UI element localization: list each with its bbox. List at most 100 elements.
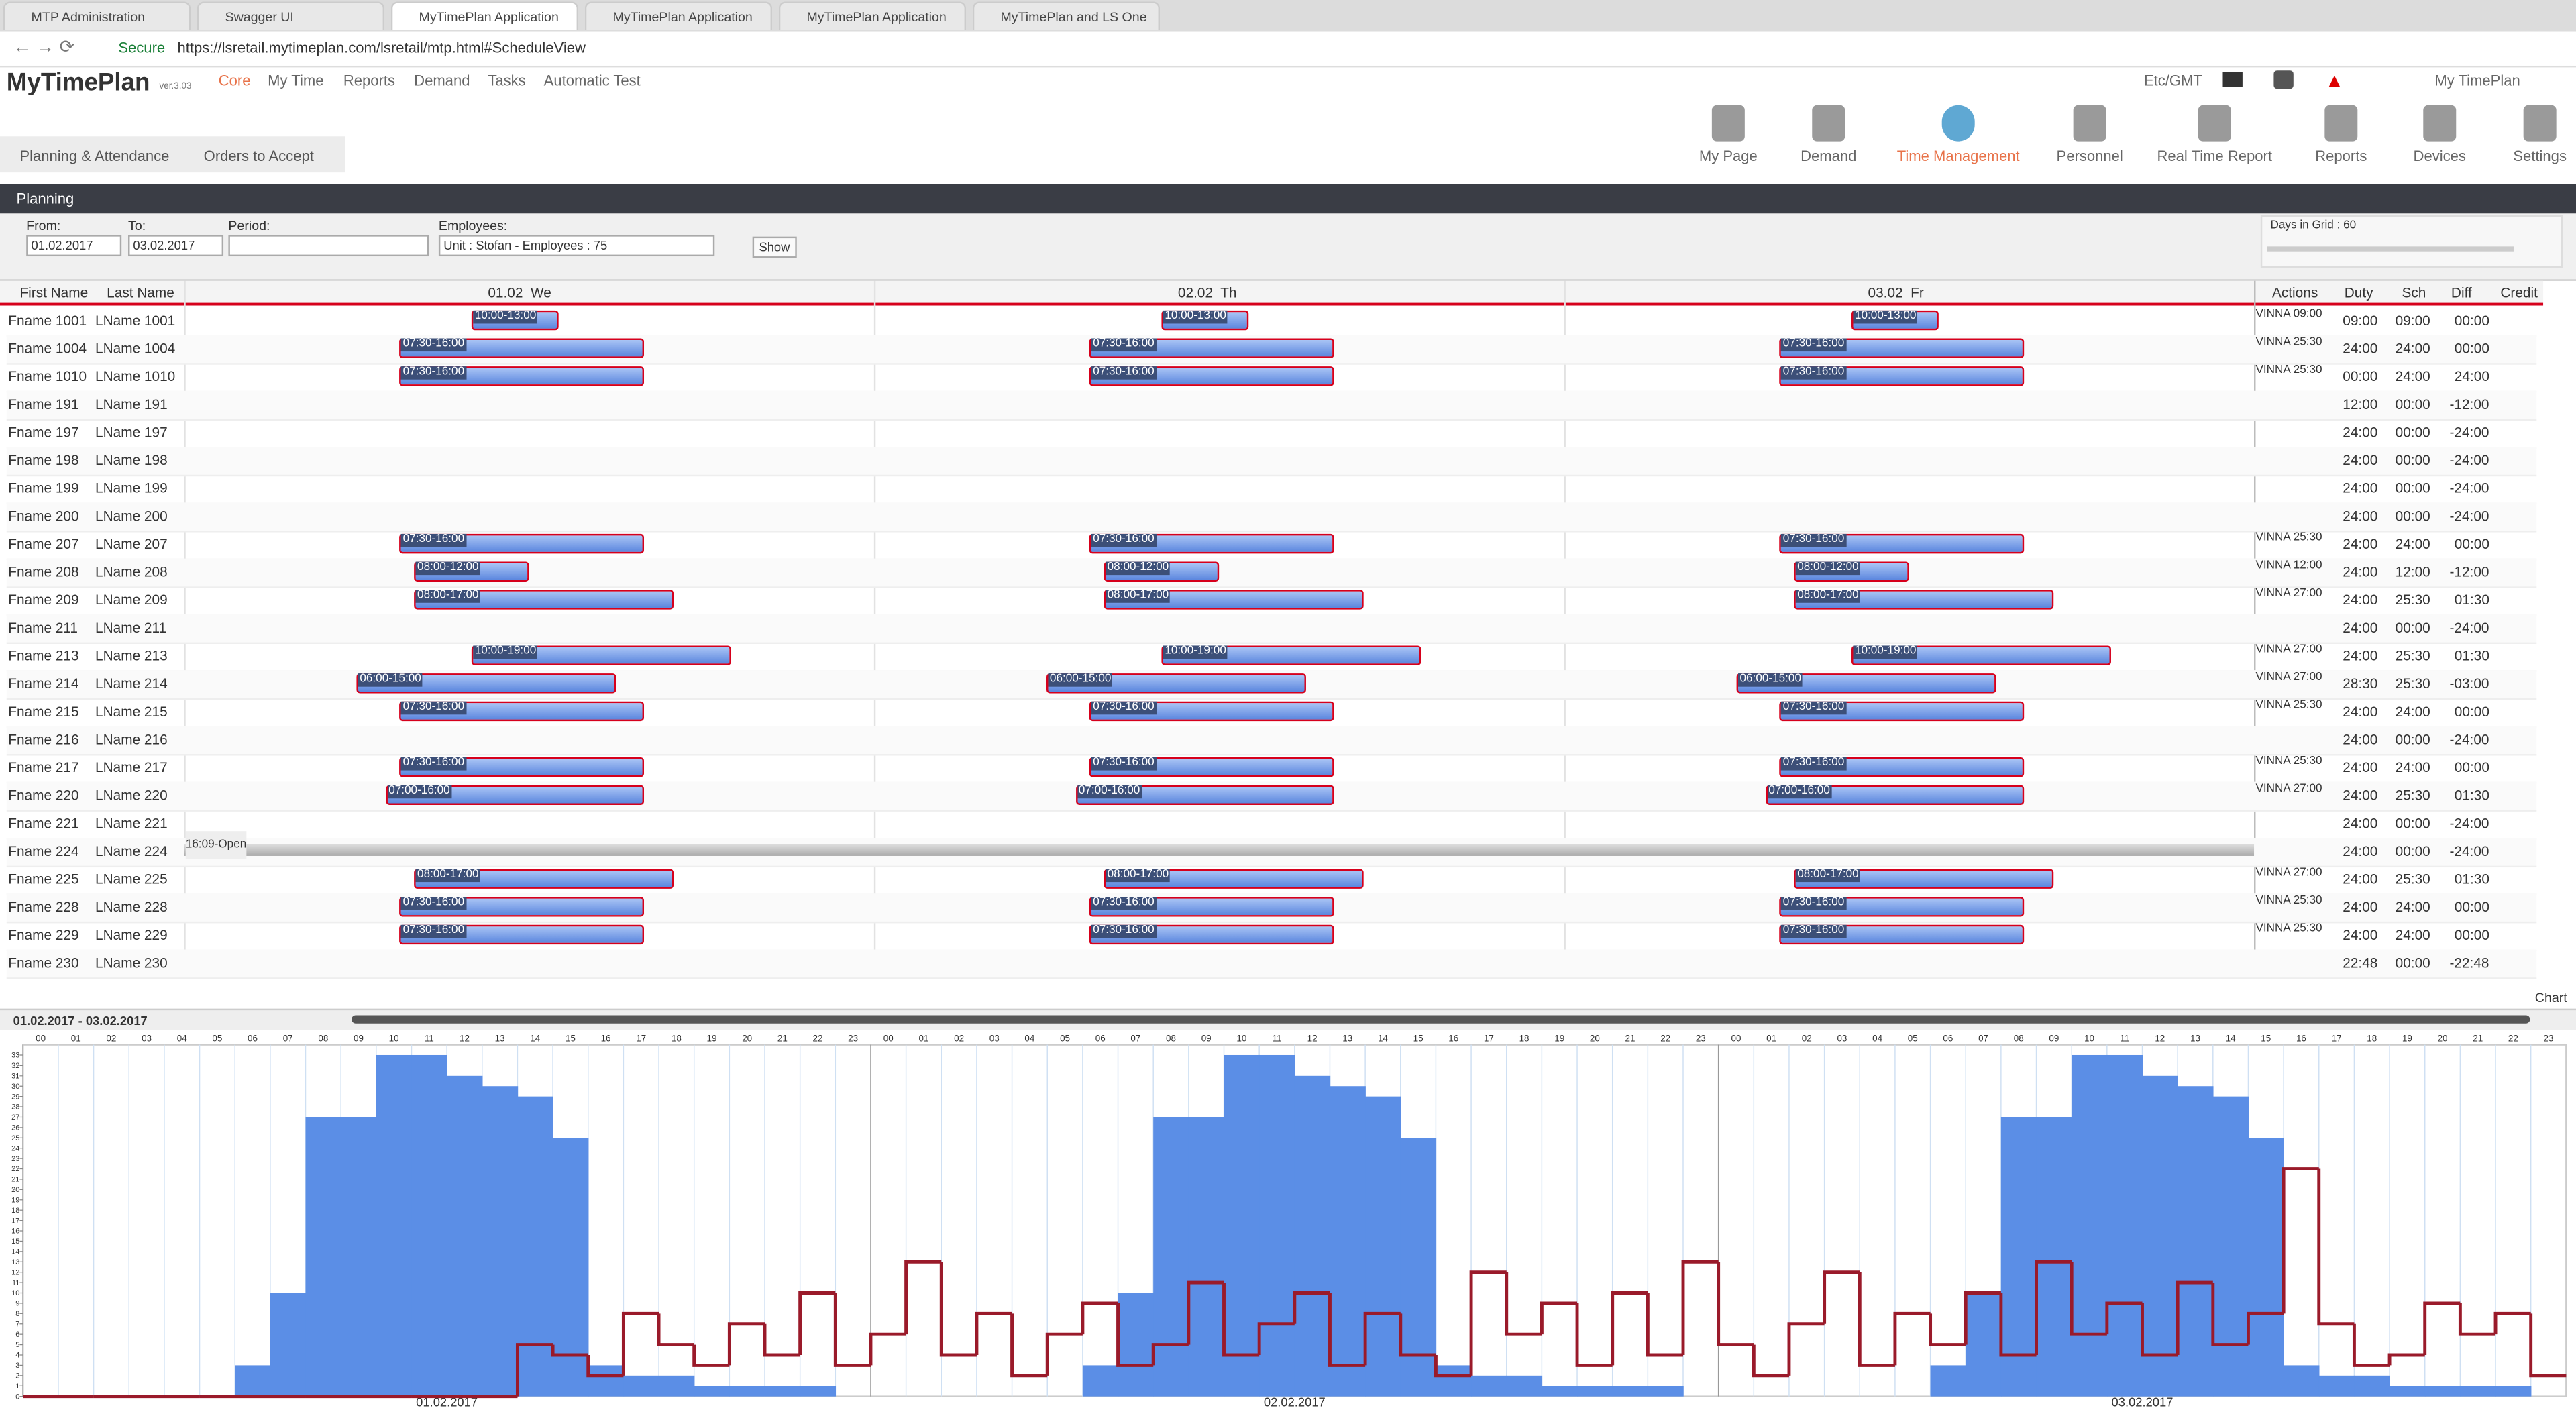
toolbar-icon[interactable] <box>2324 105 2358 142</box>
shift-bar[interactable]: 10:00-13:00 <box>471 310 558 331</box>
employee-row[interactable]: Fname 198 LName 198 24:00 00:00 -24:00 <box>6 447 2537 477</box>
shift-bar[interactable]: 07:30-16:00 <box>1779 757 2025 777</box>
toolbar-icon[interactable] <box>1711 105 1745 142</box>
shift-bar[interactable]: 07:00-16:00 <box>1765 785 2025 806</box>
shift-bar[interactable]: 08:00-17:00 <box>1794 869 2053 889</box>
nav-link[interactable]: Automatic Test <box>543 72 641 89</box>
shift-bar[interactable]: 10:00-19:00 <box>1161 645 1421 665</box>
nav-link[interactable]: Reports <box>343 72 396 89</box>
nav-link[interactable]: Demand <box>414 72 470 89</box>
browser-tab[interactable]: Swagger UI <box>197 1 385 30</box>
shift-bar[interactable]: 08:00-17:00 <box>1794 590 2053 610</box>
mail-icon[interactable] <box>2222 72 2243 87</box>
shift-bar[interactable]: 06:00-15:00 <box>1046 673 1305 694</box>
chart-scrollbar[interactable] <box>352 1015 2530 1024</box>
from-input[interactable]: 01.02.2017 <box>26 235 122 257</box>
toolbar-label[interactable]: My Page <box>1699 148 1758 164</box>
shift-bar[interactable]: 06:00-15:00 <box>1736 673 1996 694</box>
browser-tab[interactable]: MyTimePlan Application <box>390 1 579 30</box>
shift-bar[interactable]: 07:00-16:00 <box>385 785 645 806</box>
shift-bar[interactable]: 07:30-16:00 <box>1779 533 2025 554</box>
nav-link[interactable]: Tasks <box>488 72 526 89</box>
employee-row[interactable]: Fname 228 LName 228 07:30-16:00 07:30-16:00… <box>6 893 2537 924</box>
employee-row[interactable]: Fname 225 LName 225 08:00-17:00 08:00-17:00… <box>6 866 2537 895</box>
shift-bar[interactable]: 07:30-16:00 <box>1779 366 2025 386</box>
settings-icon[interactable] <box>2273 70 2294 89</box>
employees-input[interactable]: Unit : Stofan - Employees : 75 <box>438 235 715 257</box>
days-slider[interactable] <box>2267 246 2514 252</box>
employee-row[interactable]: Fname 217 LName 217 07:30-16:00 07:30-16:00… <box>6 754 2537 784</box>
browser-tab[interactable]: MyTimePlan and LS One <box>972 1 1160 30</box>
employee-row[interactable]: Fname 221 LName 221 24:00 00:00 -24:00 <box>6 810 2537 840</box>
shift-bar[interactable]: 07:30-16:00 <box>1779 924 2025 945</box>
employee-row[interactable]: Fname 1010 LName 1010 07:30-16:00 07:30-16:… <box>6 363 2537 393</box>
shift-bar[interactable]: 07:30-16:00 <box>1089 366 1334 386</box>
toolbar-icon[interactable] <box>1941 105 1975 142</box>
browser-tab[interactable]: MyTimePlan Application <box>584 1 773 30</box>
shift-bar[interactable]: 08:00-12:00 <box>1104 561 1220 582</box>
toolbar-label[interactable]: Time Management <box>1896 148 2020 164</box>
shift-bar[interactable]: 07:30-16:00 <box>399 338 645 358</box>
shift-bar[interactable]: 07:30-16:00 <box>1089 338 1334 358</box>
employee-row[interactable]: Fname 197 LName 197 24:00 00:00 -24:00 <box>6 419 2537 449</box>
shift-bar[interactable]: 07:30-16:00 <box>1089 897 1334 917</box>
shift-bar[interactable]: 07:30-16:00 <box>399 924 645 945</box>
open-bar[interactable] <box>184 844 2255 856</box>
toolbar-icon[interactable] <box>2073 105 2106 142</box>
employee-row[interactable]: Fname 216 LName 216 24:00 00:00 -24:00 <box>6 726 2537 756</box>
shift-bar[interactable]: 07:30-16:00 <box>1779 338 2025 358</box>
show-button[interactable]: Show <box>752 236 797 258</box>
shift-bar[interactable]: 07:30-16:00 <box>1779 897 2025 917</box>
logo[interactable]: MyTimePlan <box>6 68 150 97</box>
shift-bar[interactable]: 07:30-16:00 <box>399 533 645 554</box>
employee-row[interactable]: Fname 209 LName 209 08:00-17:00 08:00-17:00… <box>6 586 2537 616</box>
url[interactable]: https://lsretail.mytimeplan.com/lsretail… <box>177 39 586 56</box>
employee-row[interactable]: Fname 213 LName 213 10:00-19:00 10:00-19:00… <box>6 643 2537 672</box>
shift-bar[interactable]: 07:30-16:00 <box>399 757 645 777</box>
toolbar-icon[interactable] <box>2423 105 2457 142</box>
nav-arrows[interactable]: ← → ⟳ <box>13 38 75 58</box>
shift-bar[interactable]: 07:30-16:00 <box>1089 924 1334 945</box>
employee-row[interactable]: Fname 214 LName 214 06:00-15:00 06:00-15:00… <box>6 670 2537 700</box>
shift-bar[interactable]: 07:30-16:00 <box>399 701 645 722</box>
shift-bar[interactable]: 07:30-16:00 <box>1089 701 1334 722</box>
browser-tab[interactable]: MyTimePlan Application <box>778 1 967 30</box>
employee-row[interactable]: Fname 199 LName 199 24:00 00:00 -24:00 <box>6 475 2537 504</box>
nav-link[interactable]: Core <box>218 72 251 89</box>
employee-row[interactable]: Fname 229 LName 229 07:30-16:00 07:30-16:00… <box>6 922 2537 951</box>
toolbar-icon[interactable] <box>2198 105 2231 142</box>
shift-bar[interactable]: 07:30-16:00 <box>1089 533 1334 554</box>
employee-row[interactable]: Fname 211 LName 211 24:00 00:00 -24:00 <box>6 614 2537 645</box>
shift-bar[interactable]: 08:00-17:00 <box>414 869 673 889</box>
shift-bar[interactable]: 08:00-12:00 <box>1794 561 1909 582</box>
employee-row[interactable]: Fname 1001 LName 1001 10:00-13:00 10:00-13:… <box>6 307 2537 337</box>
shift-bar[interactable]: 07:30-16:00 <box>399 897 645 917</box>
employee-row[interactable]: Fname 215 LName 215 07:30-16:00 07:30-16:00… <box>6 698 2537 728</box>
subtab[interactable]: Orders to Accept <box>203 148 314 164</box>
toolbar-label[interactable]: Demand <box>1801 148 1857 164</box>
shift-bar[interactable]: 10:00-13:00 <box>1851 310 1938 331</box>
shift-bar[interactable]: 07:30-16:00 <box>1779 701 2025 722</box>
shift-bar[interactable]: 08:00-17:00 <box>1104 869 1363 889</box>
shift-bar[interactable]: 07:30-16:00 <box>1089 757 1334 777</box>
toolbar-icon[interactable] <box>1812 105 1845 142</box>
toolbar-icon[interactable] <box>2523 105 2557 142</box>
period-select[interactable] <box>228 235 429 257</box>
employee-row[interactable]: Fname 207 LName 207 07:30-16:00 07:30-16:00… <box>6 531 2537 561</box>
shift-bar[interactable]: 07:30-16:00 <box>399 366 645 386</box>
toolbar-label[interactable]: Personnel <box>2056 148 2123 164</box>
shift-bar[interactable]: 10:00-19:00 <box>1851 645 2110 665</box>
employee-row[interactable]: Fname 191 LName 191 12:00 00:00 -12:00 <box>6 390 2537 421</box>
toolbar-label[interactable]: Devices <box>2413 148 2466 164</box>
browser-tab[interactable]: MTP Administration <box>3 1 191 30</box>
employee-row[interactable]: Fname 220 LName 220 07:00-16:00 07:00-16:00… <box>6 781 2537 812</box>
employee-row[interactable]: Fname 230 LName 230 22:48 00:00 -22:48 <box>6 949 2537 979</box>
employee-row[interactable]: Fname 224 LName 224 16:09-Open 24:00 00:00 -2… <box>6 831 2537 868</box>
shift-bar[interactable]: 06:00-15:00 <box>356 673 616 694</box>
shift-bar[interactable]: 10:00-13:00 <box>1161 310 1248 331</box>
nav-link[interactable]: My Time <box>268 72 324 89</box>
employee-row[interactable]: Fname 1004 LName 1004 07:30-16:00 07:30-16:… <box>6 335 2537 365</box>
shift-bar[interactable]: 07:00-16:00 <box>1075 785 1334 806</box>
shift-bar[interactable]: 08:00-17:00 <box>414 590 673 610</box>
chart-toggle[interactable]: Chart <box>2534 990 2567 1005</box>
